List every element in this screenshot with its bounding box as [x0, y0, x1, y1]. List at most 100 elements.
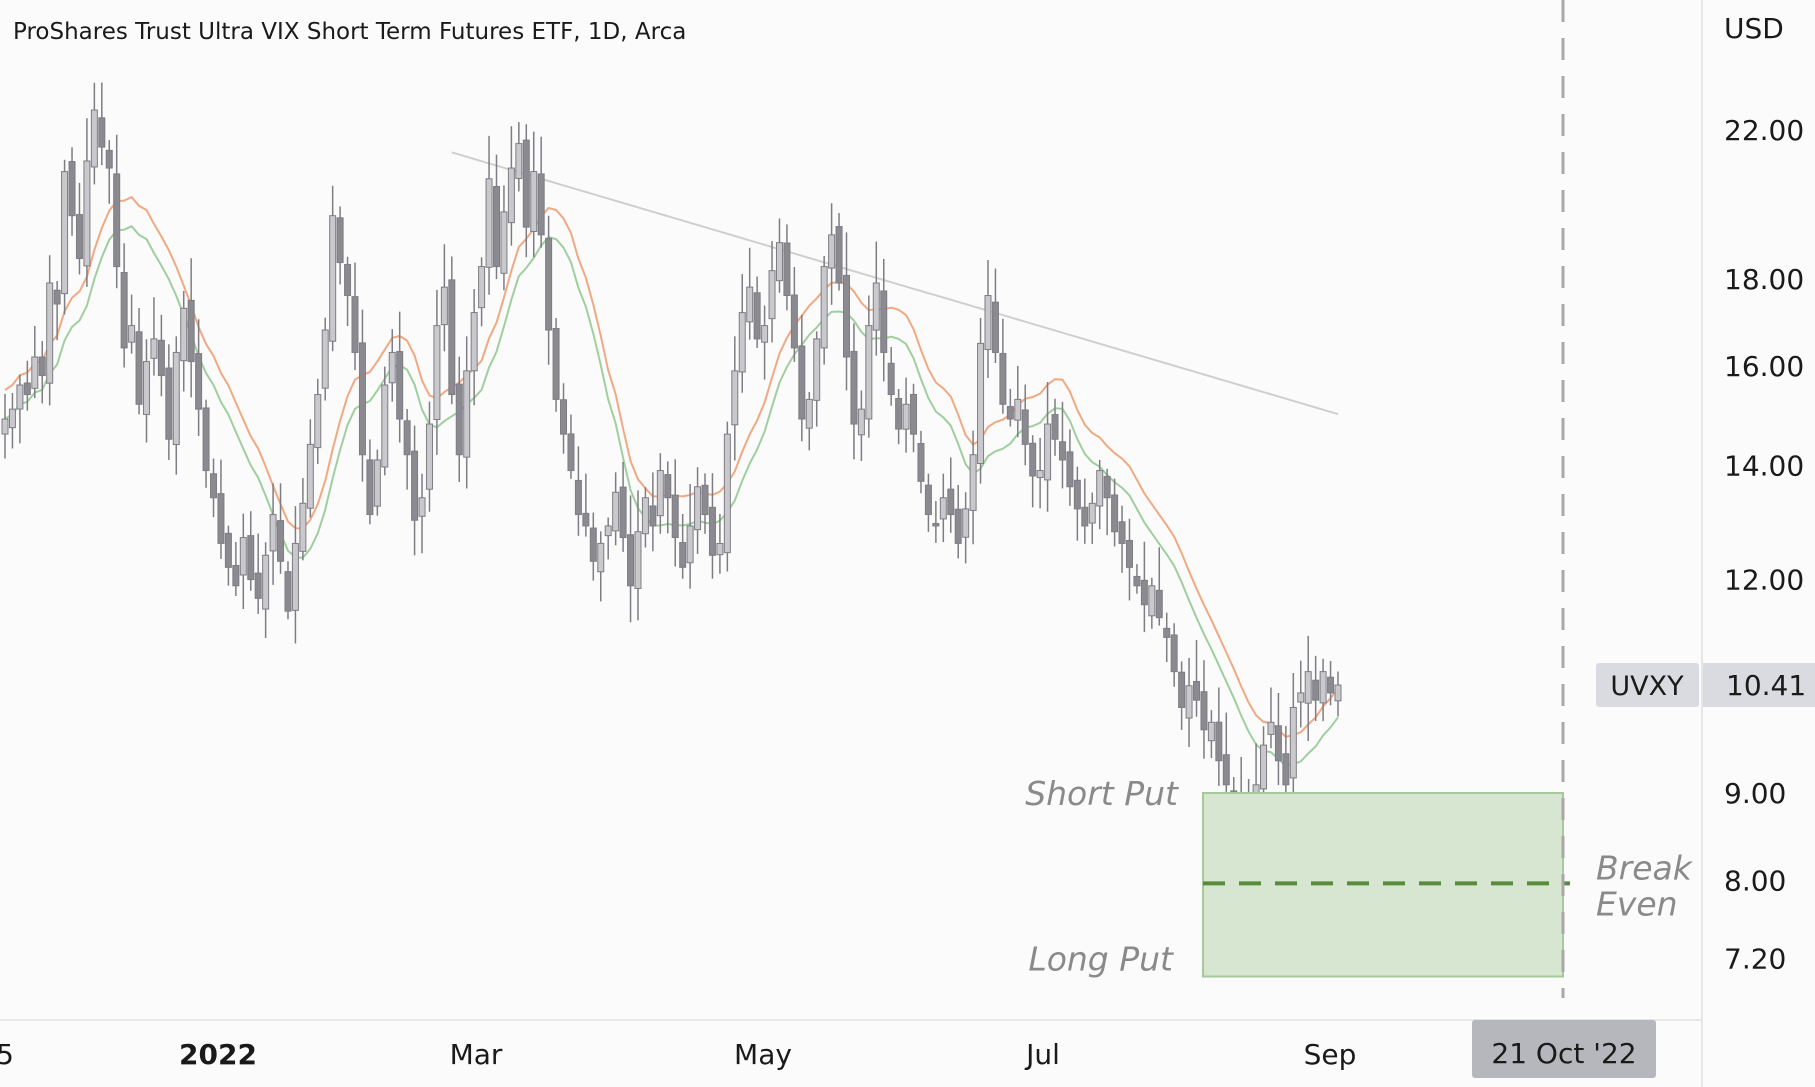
candle — [671, 459, 679, 567]
candle — [813, 331, 821, 427]
candle — [388, 329, 396, 402]
candle — [336, 206, 344, 285]
candle — [984, 260, 992, 379]
candle — [187, 258, 195, 398]
candle — [977, 318, 985, 484]
candle — [202, 399, 210, 488]
candle — [1207, 710, 1215, 758]
candle — [1327, 660, 1335, 706]
candle — [932, 501, 940, 543]
candle — [120, 243, 128, 368]
candle — [1021, 384, 1029, 466]
candle — [1036, 437, 1044, 509]
candle — [210, 458, 218, 518]
candle — [306, 419, 314, 518]
candle — [254, 533, 262, 614]
candle — [433, 289, 441, 455]
candle — [277, 483, 285, 574]
candle — [574, 446, 582, 536]
candle — [962, 492, 970, 564]
candle — [1073, 466, 1081, 541]
candle — [105, 140, 113, 204]
candle — [991, 268, 999, 363]
candle — [1185, 657, 1193, 747]
candle — [746, 247, 754, 340]
price-tick-7-20: 7.20 — [1724, 943, 1786, 976]
candle — [1297, 660, 1305, 728]
candle — [1044, 382, 1052, 512]
candle — [500, 185, 508, 291]
time-tick-5: 5 — [0, 1038, 14, 1071]
candle — [589, 512, 597, 581]
candle — [485, 135, 493, 295]
candle — [373, 449, 381, 516]
candle — [284, 561, 292, 620]
candle — [172, 336, 180, 475]
candle — [31, 325, 39, 399]
candle — [165, 344, 173, 460]
candle — [1058, 401, 1066, 489]
candle — [1118, 505, 1126, 573]
candle — [731, 336, 739, 461]
candle — [805, 392, 813, 451]
candle — [1289, 673, 1297, 811]
candle — [582, 473, 590, 537]
candle — [291, 506, 299, 644]
candle — [1282, 726, 1290, 802]
candle — [1155, 547, 1163, 626]
candle — [1, 393, 9, 459]
time-tick-mar: Mar — [450, 1038, 503, 1071]
candle — [656, 453, 664, 534]
time-tick-sep: Sep — [1304, 1038, 1357, 1071]
candle — [537, 136, 545, 248]
candle — [1148, 577, 1156, 629]
candle — [455, 356, 463, 483]
candle — [768, 241, 776, 343]
candle — [820, 255, 828, 365]
candle — [1200, 660, 1208, 759]
candle — [1170, 623, 1178, 687]
candle — [604, 517, 612, 560]
candle — [753, 276, 761, 348]
candle — [425, 401, 433, 512]
price-tick-18-00: 18.00 — [1724, 263, 1804, 296]
candle — [321, 317, 329, 401]
candle — [157, 314, 165, 397]
break-even-label-line2: Even — [1596, 884, 1678, 923]
candle — [775, 218, 783, 293]
candle — [954, 484, 962, 559]
candle — [880, 258, 888, 382]
price-tick-12-00: 12.00 — [1724, 564, 1804, 597]
short-put-label: Short Put — [1025, 774, 1179, 813]
candle — [515, 122, 523, 192]
candle — [828, 203, 836, 305]
candle — [217, 459, 225, 559]
expiry-date-badge-text: 21 Oct '22 — [1491, 1037, 1636, 1070]
candle — [865, 295, 873, 438]
price-tick-9-00: 9.00 — [1724, 777, 1786, 810]
candle — [1006, 388, 1014, 427]
candle — [924, 473, 932, 532]
candle — [738, 274, 746, 393]
candle — [716, 513, 724, 574]
candle — [723, 421, 731, 572]
candle — [351, 262, 359, 371]
candle — [8, 392, 16, 449]
candle — [887, 347, 895, 406]
symbol-badge-text: UVXY — [1610, 671, 1684, 702]
candle — [1133, 564, 1141, 594]
candle — [545, 215, 553, 365]
candle — [1125, 518, 1133, 601]
price-tick-16-00: 16.00 — [1724, 350, 1804, 383]
price-axis-labels[interactable]: 22.00 18.00 16.00 14.00 12.00 9.00 8.00 7.20 — [1724, 114, 1804, 976]
candle — [366, 439, 374, 525]
candle — [850, 323, 858, 460]
candle — [411, 425, 419, 556]
candle — [75, 182, 83, 275]
candle — [113, 134, 121, 289]
candle — [999, 318, 1007, 414]
expiry-date-badge — [1472, 1020, 1656, 1078]
time-axis-labels[interactable]: 5 2022 Mar May Jul Sep — [0, 1038, 1356, 1071]
candle — [619, 461, 627, 552]
